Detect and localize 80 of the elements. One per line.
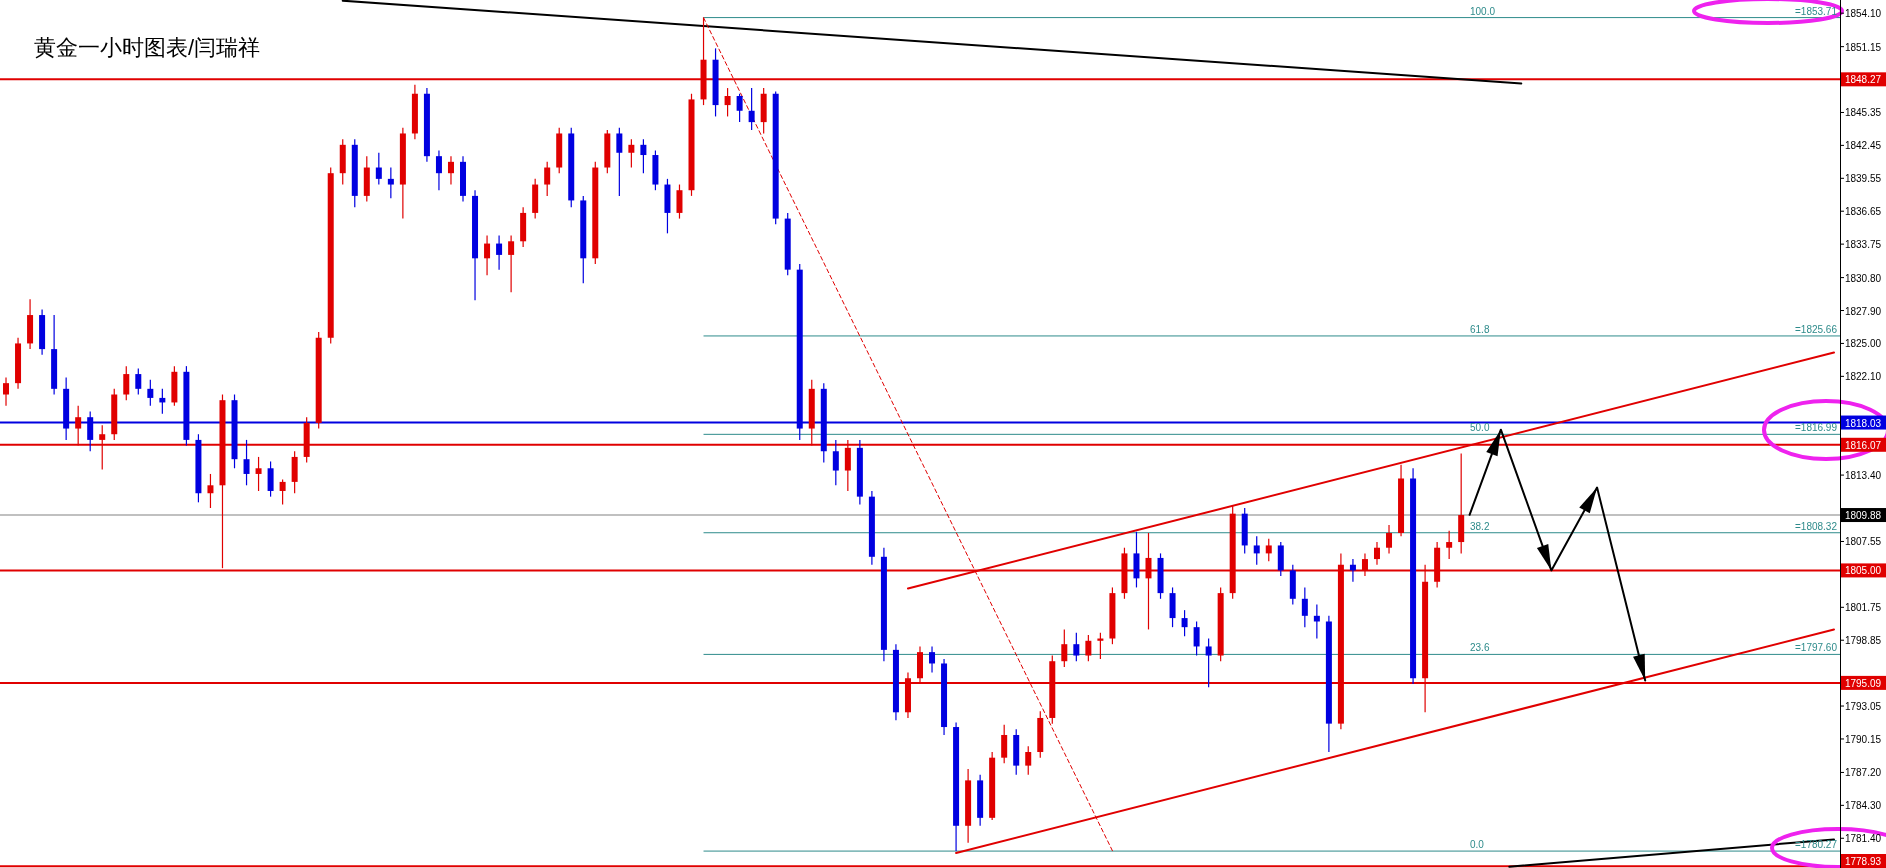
y-tick-label: 1845.35 [1844,107,1882,119]
y-tick-label: 1827.90 [1844,305,1882,317]
candlestick [267,460,274,498]
candlestick [435,149,442,191]
candlestick [147,379,154,407]
ref-line-label: 1795.09 [1844,677,1882,689]
y-tick-label: 1854.10 [1844,8,1882,20]
candlestick [387,166,394,199]
candlestick [1265,538,1272,562]
y-tick-label: 1833.75 [1844,239,1882,251]
candlestick [724,87,731,118]
candlestick [628,138,635,169]
candlestick [1193,620,1200,657]
annotation: 0.0 [1470,839,1485,851]
candlestick [508,235,515,293]
y-tick-label: 1825.00 [1844,338,1882,350]
ref-line-label: =1825.66 [1795,323,1838,335]
y-tick-label: 1839.55 [1844,173,1882,185]
y-tick-label: 1793.05 [1844,701,1882,713]
y-tick-label: 1798.85 [1844,635,1882,647]
candlestick [123,365,130,401]
candlestick [1001,724,1008,764]
candlestick [243,439,250,486]
ref-line-label: 1848.27 [1844,74,1882,86]
candlestick [1446,530,1453,560]
ref-line-label: =1780.27 [1795,839,1838,851]
candlestick [1061,628,1068,668]
ref-line-label: =1816.99 [1795,422,1838,434]
annotation: 100.0 [1470,5,1496,17]
candlestick [748,87,755,131]
ref-line-label: =1797.60 [1795,642,1838,654]
ref-line-label: 1805.00 [1844,565,1882,577]
candlestick [929,645,936,674]
candlestick [484,235,491,276]
candlestick [1301,586,1308,628]
candlestick [447,155,454,186]
candlestick [207,473,214,509]
candlestick [1253,535,1260,566]
y-tick-label: 1851.15 [1844,41,1882,53]
y-tick-label: 1784.30 [1844,800,1882,812]
candlestick [1205,637,1212,688]
candlestick [616,127,623,197]
ref-line-label: 1809.88 [1844,510,1882,522]
candlestick [1386,524,1393,554]
y-tick-label: 1842.45 [1844,140,1882,152]
ref-line-label: 1778.93 [1844,856,1882,867]
annotation: 50.0 [1470,422,1490,434]
candlestick [676,183,683,220]
ref-line-label: =1808.32 [1795,520,1838,532]
y-tick-label: 1822.10 [1844,371,1882,383]
candlestick [1085,634,1092,662]
candlestick [135,367,142,396]
candlestick [496,235,503,271]
candlestick [736,93,743,123]
candlestick [1373,541,1380,566]
ref-line-label: 1816.07 [1844,439,1882,451]
candlestick [1181,609,1188,637]
candlestick [832,439,839,486]
y-tick-label: 1813.40 [1844,470,1882,482]
candlestick [640,138,647,174]
y-tick-label: 1787.20 [1844,767,1882,779]
candlestick [255,456,262,492]
candlestick [3,376,10,407]
candlestick [375,152,382,186]
ref-line-label: =1853.71 [1795,5,1838,17]
y-tick-label: 1790.15 [1844,733,1882,745]
candlestick [544,161,551,197]
annotation: 23.6 [1470,642,1490,654]
candlestick [279,479,286,506]
y-tick-label: 1781.40 [1844,833,1882,845]
y-tick-label: 1830.80 [1844,272,1882,284]
y-tick-label: 1801.75 [1844,602,1882,614]
candlestick [1025,745,1032,776]
text: 黄金一小时图表/闫瑞祥 [34,35,261,60]
candlestick [1073,632,1080,662]
annotation: 61.8 [1470,323,1490,335]
y-tick-label: 1807.55 [1844,536,1882,548]
annotation: 38.2 [1470,520,1490,532]
ref-line-label: 1818.03 [1844,417,1882,429]
y-tick-label: 1836.65 [1844,206,1882,218]
